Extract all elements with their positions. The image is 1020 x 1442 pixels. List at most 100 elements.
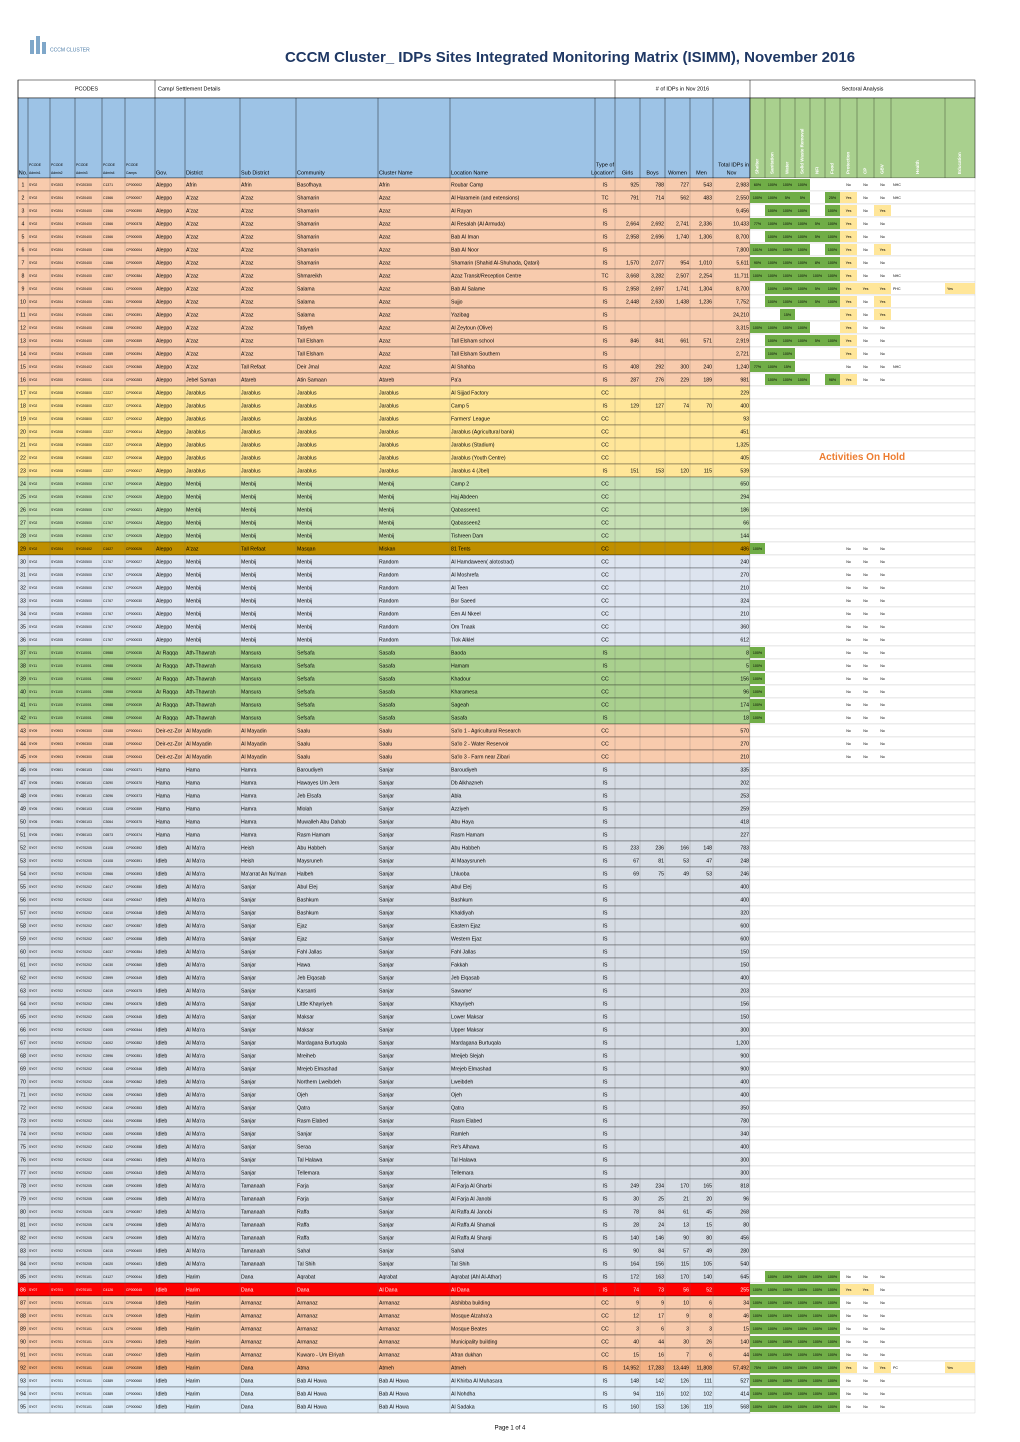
cell-text: C6573 — [103, 833, 113, 837]
sector-value: Yes — [880, 300, 886, 304]
cell-text: SY0204 — [51, 235, 63, 239]
cell-text: IS — [603, 767, 608, 773]
cell-text: Aleppo — [156, 208, 172, 214]
cell-text: Sanjar — [379, 780, 394, 786]
cell-text: Tall Elsham — [297, 338, 324, 344]
row-sector-bg — [749, 853, 976, 868]
cell-text: SY1100 — [51, 651, 63, 655]
cell-text: Harim — [186, 1352, 200, 1358]
cell-text: Armanaz — [379, 1339, 400, 1345]
cell-text: SY07 — [29, 1262, 37, 1266]
cell-text: C2227 — [103, 417, 113, 421]
cell-text: SY0204 — [51, 365, 63, 369]
cell-text: Raffa — [297, 1209, 309, 1215]
cell-text: Jarablus — [241, 468, 261, 474]
row-sector-bg — [749, 957, 976, 972]
cell-text: Maksar — [297, 1027, 314, 1033]
idp-count: 116 — [656, 1391, 664, 1397]
cell-text: Deir-ez-Zor — [156, 754, 182, 760]
idp-count: 96 — [743, 689, 749, 695]
idp-count: 270 — [740, 741, 749, 747]
cell-text: SY110001 — [76, 703, 92, 707]
cell-text: C1558 — [103, 326, 113, 330]
sector-cell-bg — [750, 1401, 765, 1412]
cell-text: Afrin — [241, 182, 252, 188]
cell-text: SY020500 — [76, 508, 92, 512]
sector-value: No — [880, 1301, 885, 1305]
cell-text: Shamarin — [297, 260, 319, 266]
sector-value: 15% — [784, 313, 792, 317]
cell-text: Idleb — [156, 1040, 167, 1046]
cell-text: Bab Al Hawa — [297, 1378, 327, 1384]
cell-text: SY0701 — [51, 1301, 63, 1305]
sector-cell-bg — [780, 296, 795, 307]
idp-count: 129 — [630, 403, 639, 409]
cell-text: Aleppo — [156, 195, 172, 201]
cell-text: Rasm Hamam — [297, 832, 330, 838]
cell-text: Fahl Jallas — [451, 949, 476, 955]
cell-text: SY050103 — [76, 781, 92, 785]
cell-text: CC — [601, 390, 609, 396]
cell-text: Menbij — [186, 624, 201, 630]
cell-text: CP000062 — [126, 1405, 142, 1409]
sector-value: Yes — [880, 287, 886, 291]
cell-text: Aleppo — [156, 572, 172, 578]
sector-value: 100% — [783, 1340, 793, 1344]
column-header: Location* — [591, 170, 615, 176]
cell-text: Northern Lweibdeh — [297, 1079, 341, 1085]
sector-value: No — [880, 1353, 885, 1357]
cell-text: Aleppo — [156, 260, 172, 266]
idp-count: 276 — [655, 377, 664, 383]
sector-cell-bg — [840, 348, 857, 359]
cell-text: Sawame' — [451, 988, 472, 994]
cell-text: C4127 — [103, 1275, 113, 1279]
sector-value: 100% — [828, 1288, 838, 1292]
cell-text: SY07 — [29, 1119, 37, 1123]
idp-count: 6 — [709, 1300, 712, 1306]
sector-cell-bg — [795, 205, 810, 216]
sector-cell-bg — [795, 179, 810, 190]
cell-text: Jarablus — [379, 390, 399, 396]
cell-text: A'zaz — [186, 299, 199, 305]
cell-text: 92 — [20, 1365, 26, 1371]
cell-text: CP000349 — [126, 976, 142, 980]
cell-text: Sanjar — [241, 1105, 256, 1111]
cell-text: CP000400 — [126, 1249, 142, 1253]
sector-cell-bg — [765, 205, 780, 216]
cell-text: Hawa — [297, 962, 310, 968]
sector-value: 100% — [768, 222, 778, 226]
sector-value: Yes — [846, 339, 852, 343]
cell-text: SY020500 — [76, 625, 92, 629]
sector-value: No — [846, 664, 851, 668]
cell-text: 80 — [20, 1209, 26, 1215]
cell-text: SY070202 — [76, 1145, 92, 1149]
sector-value: No — [846, 1392, 851, 1396]
cell-text: Atmeh — [379, 1365, 394, 1371]
cell-text: SY05 — [29, 781, 37, 785]
cell-text: Bashkum — [297, 910, 319, 916]
cell-text: Al Dana — [379, 1287, 398, 1293]
cell-text: C1559 — [103, 339, 113, 343]
cell-text: Jarablus 4 (Jbel) — [451, 468, 490, 474]
cell-text: SY07 — [29, 1223, 37, 1227]
sector-cell-bg — [780, 335, 795, 346]
sector-value: No — [863, 209, 868, 213]
cell-text: Armanaz — [241, 1300, 262, 1306]
cell-text: Aleppo — [156, 637, 172, 643]
cell-text: C2227 — [103, 430, 113, 434]
cell-text: Hamra — [241, 806, 257, 812]
sector-value: 100% — [768, 261, 778, 265]
annotation: Activities On Hold — [819, 452, 905, 463]
sector-cell-bg — [795, 374, 810, 385]
cell-text: 19 — [20, 416, 26, 422]
idp-count: 900 — [740, 1053, 749, 1059]
idp-count: 2,550 — [736, 195, 749, 201]
sector-value: No — [863, 664, 868, 668]
sector-value: Yes — [846, 352, 852, 356]
idp-count: 335 — [740, 767, 749, 773]
sector-value: 100% — [783, 274, 793, 278]
cell-text: Idleb — [156, 897, 167, 903]
cell-text: 58 — [20, 923, 26, 929]
cell-text: Raffa — [297, 1235, 309, 1241]
cell-text: Idleb — [156, 884, 167, 890]
